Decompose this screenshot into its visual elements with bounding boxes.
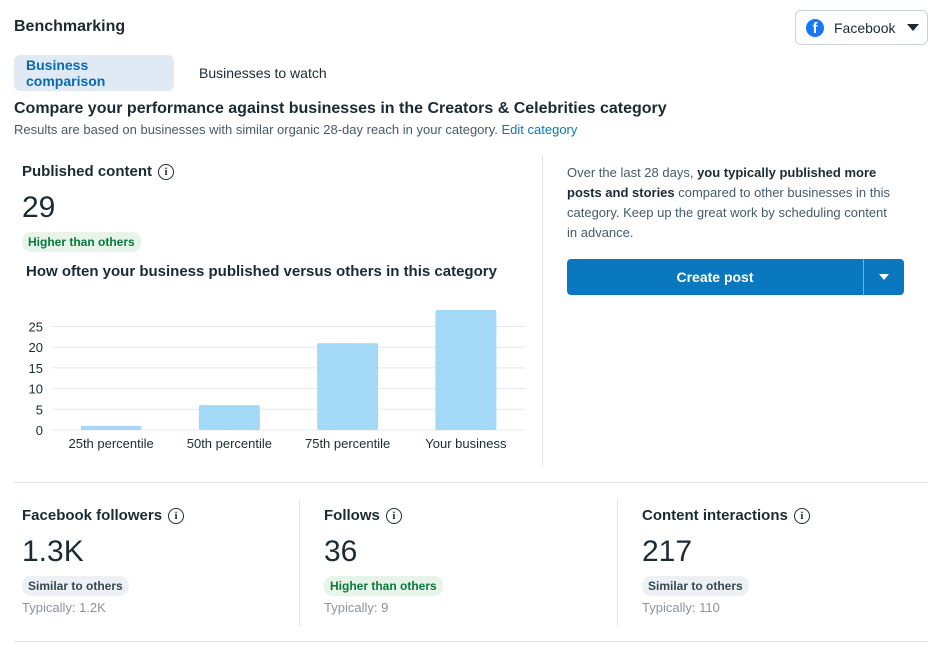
x-tick-label: 75th percentile [305,436,390,451]
page-title: Benchmarking [14,18,126,35]
y-tick-label: 20 [29,340,43,355]
edit-category-link[interactable]: Edit category [501,122,578,137]
metric-value: 36 [324,535,358,568]
bar [435,310,497,430]
insight-bold: you typically published more posts and s… [567,165,877,200]
y-tick-label: 10 [29,382,43,397]
bar [198,405,260,430]
metric-label-row: Facebook followers i [22,507,185,524]
create-post-dropdown-button[interactable] [864,259,904,295]
button-separator [863,259,864,295]
x-tick-label: 50th percentile [187,436,272,451]
published-content-value: 29 [22,191,56,224]
insight-text: Over the last 28 days, you typically pub… [567,163,897,243]
metric-label: Follows [324,507,380,524]
compare-subtitle: Results are based on businesses with sim… [14,122,577,137]
metric-value: 1.3K [22,535,84,568]
metric-typical: Typically: 9 [324,600,389,615]
chart-title: How often your business published versus… [26,263,497,280]
create-post-button[interactable]: Create post [676,269,754,285]
y-tick-label: 15 [29,361,43,376]
compare-title: Compare your performance against busines… [14,100,667,117]
y-tick-label: 25 [29,320,43,335]
status-badge: Similar to others [642,576,749,596]
bar [317,343,379,430]
metric-label: Facebook followers [22,507,163,524]
divider [299,498,300,626]
info-icon[interactable]: i [168,507,185,524]
y-tick-label: 0 [36,423,43,438]
platform-dropdown[interactable]: f Facebook [795,10,928,45]
metric-typical: Typically: 110 [642,600,720,615]
bar [80,425,142,430]
facebook-icon: f [806,18,824,37]
info-icon[interactable]: i [158,163,175,180]
divider [14,641,928,642]
insight-suffix: compared to other businesses in this cat… [567,185,890,240]
x-tick-label: Your business [425,436,507,451]
tab-business-comparison[interactable]: Business comparison [14,55,174,91]
compare-subtitle-text: Results are based on businesses with sim… [14,122,498,137]
metric-typical: Typically: 1.2K [22,600,106,615]
insight-prefix: Over the last 28 days, [567,165,698,180]
metric-label-row: Content interactions i [642,507,810,524]
published-content-chart: 0 5 10 15 20 25 25th percentile 50th percentile… [29,310,525,451]
caret-down-icon [879,274,889,280]
info-icon[interactable]: i [385,507,402,524]
tab-businesses-to-watch[interactable]: Businesses to watch [199,65,327,81]
published-content-label-row: Published content i [22,163,175,180]
divider [542,155,543,466]
published-content-label: Published content [22,163,153,180]
divider [617,498,618,626]
metric-label-row: Follows i [324,507,402,524]
status-badge: Similar to others [22,576,129,596]
info-icon[interactable]: i [793,507,810,524]
divider [14,482,928,483]
status-badge: Higher than others [22,232,141,252]
y-tick-label: 5 [36,402,43,417]
metric-value: 217 [642,535,693,568]
metric-label: Content interactions [642,507,788,524]
caret-down-icon [907,24,920,31]
platform-label: Facebook [834,19,896,36]
x-tick-label: 25th percentile [68,436,153,451]
create-post-button-group: Create post [567,259,904,295]
status-badge: Higher than others [324,576,443,596]
